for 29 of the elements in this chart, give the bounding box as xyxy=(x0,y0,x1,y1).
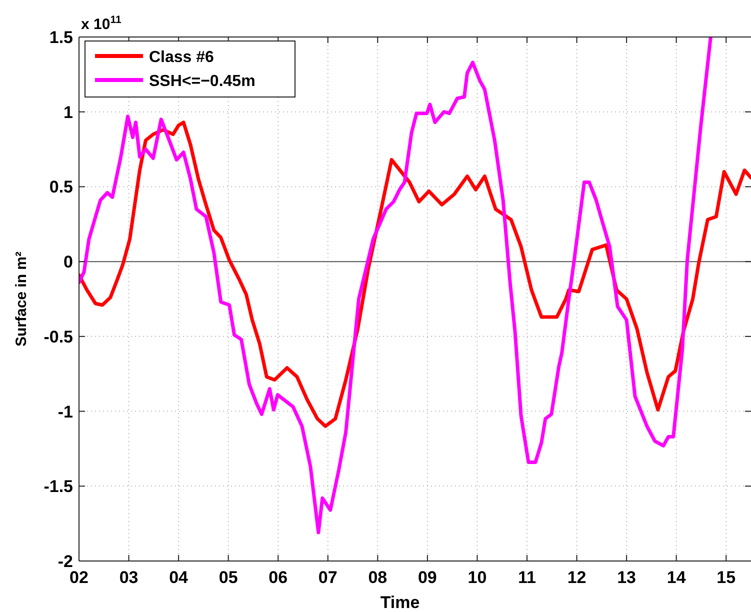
x-tick-label: 10 xyxy=(468,568,487,587)
x-tick-label: 15 xyxy=(716,568,736,587)
x-tick-label: 08 xyxy=(368,568,388,587)
y-tick-label: 0 xyxy=(64,252,73,272)
y-tick-label: -1 xyxy=(58,402,73,422)
x-tick-label: 11 xyxy=(518,568,536,587)
line-series xyxy=(79,37,712,534)
y-tick-label: 0.5 xyxy=(49,178,73,197)
legend-label: SSH<=−0.45m xyxy=(149,73,256,90)
x-tick-label: 05 xyxy=(218,568,238,587)
y-axis-title: Surface in m² xyxy=(13,251,30,347)
line-series xyxy=(79,120,751,428)
x-tick-label: 02 xyxy=(70,568,88,587)
y-tick-label: 1 xyxy=(64,102,73,122)
y-tick-label: -1.5 xyxy=(44,477,73,496)
y-tick-label: -0.5 xyxy=(44,327,73,346)
y-tick-label: 1.5 xyxy=(49,28,73,47)
x-tick-label: 13 xyxy=(617,568,636,587)
x-tick-label: 06 xyxy=(268,568,288,587)
y-tick-label: -2 xyxy=(58,552,73,571)
x-tick-label: 03 xyxy=(119,568,138,587)
x-tick-label: 14 xyxy=(666,568,686,587)
x-tick-label: 09 xyxy=(418,568,437,587)
x-tick-label: 04 xyxy=(169,568,189,587)
x-tick-label: 12 xyxy=(567,568,586,587)
legend-label: Class #6 xyxy=(149,49,214,66)
text: x 10$^{11}$ xyxy=(81,14,122,33)
x-tick-label: 07 xyxy=(318,568,338,587)
x-axis-title: Time xyxy=(380,593,420,612)
